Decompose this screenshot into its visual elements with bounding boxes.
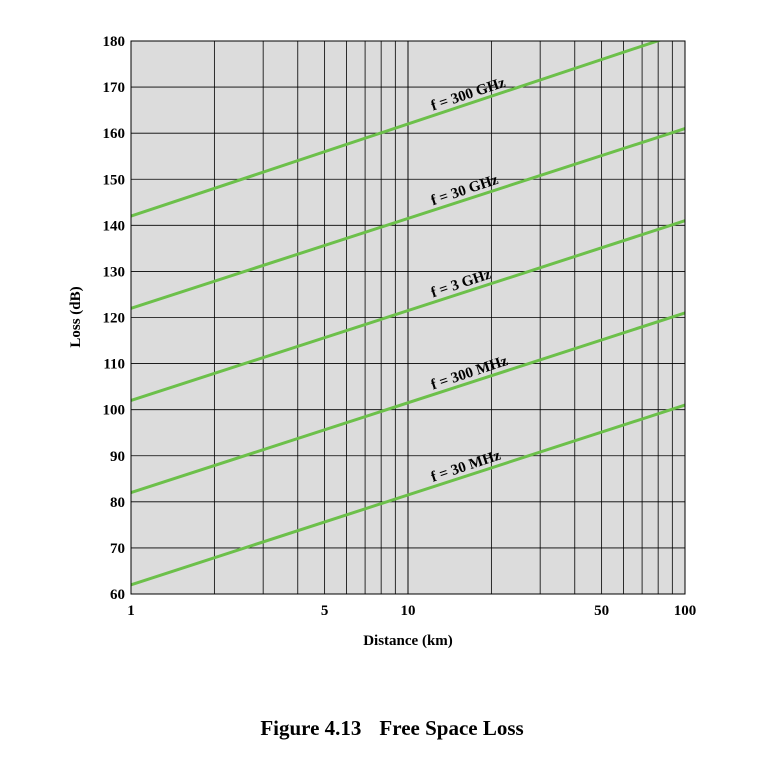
y-tick-label: 70 <box>110 541 125 557</box>
y-tick-label: 90 <box>110 449 125 465</box>
x-tick-label: 100 <box>674 603 697 619</box>
grid-lines <box>131 41 685 594</box>
x-tick-label: 10 <box>401 603 416 619</box>
y-tick-label: 130 <box>103 264 126 280</box>
y-tick-label: 110 <box>103 357 125 373</box>
y-tick-label: 180 <box>103 34 126 50</box>
x-tick-label: 5 <box>321 603 329 619</box>
x-axis-ticks: 1 5 10 50 100 <box>127 603 696 619</box>
y-axis-label: Loss (dB) <box>68 286 84 347</box>
x-tick-label: 1 <box>127 603 135 619</box>
y-tick-label: 140 <box>103 218 126 234</box>
y-tick-label: 170 <box>103 80 126 96</box>
y-tick-label: 150 <box>103 172 126 188</box>
x-tick-label: 50 <box>594 603 609 619</box>
y-tick-label: 120 <box>103 311 126 327</box>
figure-caption: Figure 4.13 Free Space Loss <box>0 716 784 741</box>
figure-title: Free Space Loss <box>379 716 524 740</box>
series-line <box>131 127 685 310</box>
figure-number: Figure 4.13 <box>260 716 362 740</box>
series-line <box>131 403 685 587</box>
x-axis-label: Distance (km) <box>363 633 453 649</box>
y-tick-label: 80 <box>110 495 125 511</box>
series-lines <box>131 41 685 587</box>
series-line <box>131 219 685 402</box>
series-line <box>131 311 685 495</box>
y-tick-label: 160 <box>103 126 126 142</box>
y-tick-label: 60 <box>110 587 125 603</box>
series-line <box>131 41 663 218</box>
y-tick-label: 100 <box>103 403 126 419</box>
y-axis-ticks: 60 70 80 90 100 110 120 130 140 150 160 170 180 <box>103 34 126 603</box>
plot-frame <box>130 40 686 595</box>
